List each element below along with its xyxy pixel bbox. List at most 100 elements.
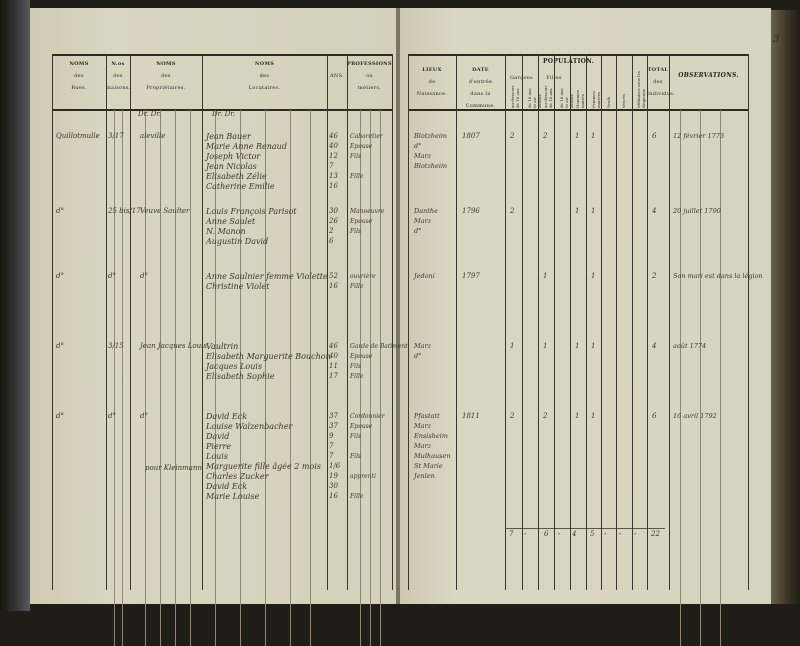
tenant-name: Marie Louise <box>206 492 260 501</box>
tenant-age: 40 <box>329 142 338 150</box>
column-header-title: NOMS <box>69 61 89 67</box>
column-rule <box>456 54 457 590</box>
population-count: 1 <box>575 207 580 215</box>
ruling-line <box>720 110 721 646</box>
street-name: d° <box>56 207 64 215</box>
column-rule <box>554 54 555 590</box>
ruling-line <box>265 110 266 646</box>
population-subheader: de 18 ans et au-dessus <box>527 88 542 108</box>
tenant-profession: Epouse <box>350 143 373 150</box>
population-subheader: de 18 ans et au-dessus <box>559 88 574 108</box>
tenant-age: 17 <box>329 372 338 380</box>
tenant-profession: Fille <box>350 373 364 380</box>
population-subheader: Veuves <box>621 93 626 108</box>
column-header: NOMS des Rues. <box>52 58 106 94</box>
column-mark: Dr. Dr. <box>138 110 162 118</box>
street-name: d° <box>56 412 64 420</box>
column-total: 6 <box>544 530 549 538</box>
tenant-age: 26 <box>329 217 338 225</box>
tenant-age: 6 <box>329 237 334 245</box>
tenant-profession: Fils <box>350 153 362 160</box>
header-bottom-rule <box>52 109 392 111</box>
column-total: - <box>619 530 622 538</box>
column-rule <box>522 54 523 590</box>
book-edge-right <box>771 10 800 604</box>
house-number: 25 bis/17 <box>108 207 141 215</box>
tenant-profession: apprenti <box>350 473 376 480</box>
ruling-line <box>190 110 191 646</box>
tenant-profession: Epouse <box>350 218 373 225</box>
column-rule <box>586 54 587 590</box>
ruling-line <box>370 110 371 646</box>
tenant-name: Jean Bauer <box>206 132 251 141</box>
owner-name: d° <box>140 272 148 280</box>
observations-header: OBSERVATIONS. <box>678 72 739 79</box>
tenant-profession: Epouse <box>350 423 373 430</box>
column-rule <box>347 54 348 590</box>
ruling-line <box>122 110 123 646</box>
column-header-line: Naissance. <box>416 91 448 97</box>
tenant-name: Louise Walzenbacher <box>206 422 293 431</box>
column-total: 5 <box>590 530 595 538</box>
column-total: - <box>634 530 637 538</box>
tenant-profession: Fils <box>350 433 362 440</box>
population-count: 1 <box>543 342 548 350</box>
ruling-line <box>290 110 291 646</box>
birthplace: St Marie <box>414 462 443 470</box>
book-spine <box>396 8 400 604</box>
birthplace: Pfastatt <box>414 412 440 420</box>
column-header-line: maisons. <box>106 85 131 91</box>
column-rule <box>616 54 617 590</box>
column-header-line: des <box>259 73 270 79</box>
tenant-profession: Fils <box>350 228 362 235</box>
birthplace: Jedoni <box>414 272 435 280</box>
ruling-line <box>215 110 216 646</box>
left-page <box>30 8 398 604</box>
tenant-profession: Cabaretier <box>350 133 383 140</box>
column-header-line: métiers. <box>357 85 382 91</box>
observation: 16 avril 1792 <box>673 412 717 420</box>
tenant-profession: Manoeuvre <box>350 208 385 215</box>
column-header-line: dans la Commune. <box>465 91 496 109</box>
tenant-age: 13 <box>329 172 338 180</box>
column-rule <box>106 54 107 590</box>
total-individuals: 6 <box>652 132 657 140</box>
tenant-age: 16 <box>329 182 338 190</box>
tenant-profession: ouvrière <box>350 273 376 280</box>
column-rule <box>52 54 53 590</box>
column-mark: Dr. Dr. <box>212 110 236 118</box>
population-subheader: Femmes mariées <box>591 91 601 108</box>
column-header-title: DATE <box>472 67 489 73</box>
column-header-line: Rues. <box>71 85 87 91</box>
observation: Son mari est dans la légion <box>673 272 763 280</box>
population-count: 2 <box>510 412 515 420</box>
birthplace: Blotzheim <box>414 132 448 140</box>
tenant-age: 30 <box>329 482 338 490</box>
column-header-line: Individus. <box>647 91 675 97</box>
tenant-name: David Eck <box>206 412 248 421</box>
observation: 20 juillet 1790 <box>673 207 721 215</box>
column-header-line: ou <box>366 73 373 79</box>
tenant-name: Anne Saulet <box>206 217 256 226</box>
column-total: - <box>524 530 527 538</box>
column-rule <box>538 54 539 590</box>
column-rule <box>130 54 131 590</box>
birthplace: Blotzheim <box>414 162 448 170</box>
tenant-name: Charles Zucker <box>206 472 269 481</box>
house-number: d° <box>108 272 116 280</box>
column-total: 4 <box>572 530 577 538</box>
population-subheader: au-dessous de 18 ans <box>510 85 520 108</box>
tenant-age: 7 <box>329 442 334 450</box>
tenant-name: Catherine Emilie <box>206 182 275 191</box>
tenant-name: Vaultrin <box>206 342 239 351</box>
column-rule <box>570 54 571 590</box>
column-header-line: ANS. <box>329 73 345 79</box>
tenant-name: Louis François Parisot <box>206 207 297 216</box>
column-header-title: NOMS <box>254 61 275 67</box>
ruling-line <box>680 110 681 646</box>
column-total: - <box>558 530 561 538</box>
tenant-age: 19 <box>329 472 338 480</box>
book-cover-left <box>0 0 30 611</box>
population-count: 1 <box>543 272 548 280</box>
ruling-line <box>240 110 241 646</box>
